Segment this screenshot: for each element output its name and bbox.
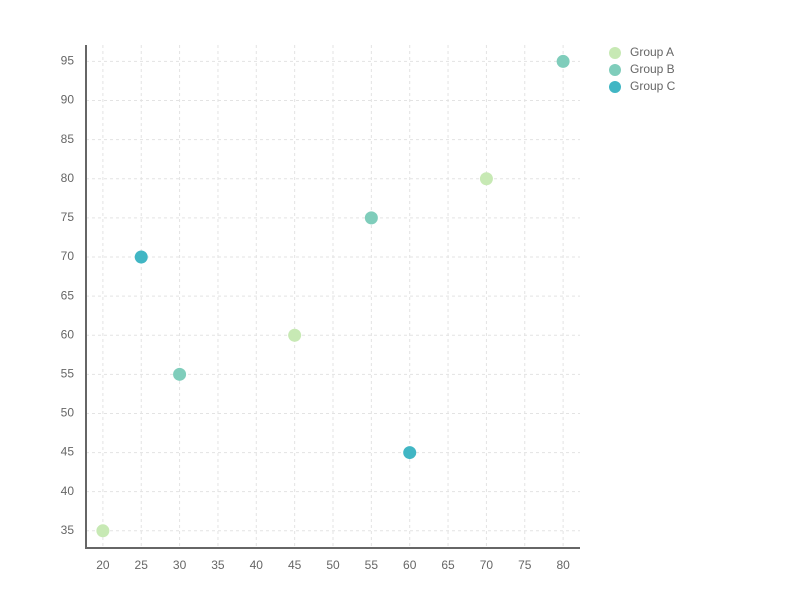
legend-label: Group A <box>630 45 674 59</box>
scatter-point <box>96 524 110 538</box>
x-tick-label: 25 <box>135 558 149 572</box>
y-tick-label: 75 <box>61 210 75 224</box>
y-tick-label: 55 <box>61 367 75 381</box>
x-tick-label: 30 <box>173 558 187 572</box>
legend-label: Group C <box>630 79 676 93</box>
x-tick-label: 70 <box>480 558 494 572</box>
y-tick-label: 85 <box>61 132 75 146</box>
scatter-point <box>364 211 378 225</box>
scatter-point <box>134 250 148 264</box>
x-tick-label: 45 <box>288 558 302 572</box>
y-tick-label: 80 <box>61 171 75 185</box>
x-tick-label: 65 <box>441 558 455 572</box>
x-tick-label: 75 <box>518 558 532 572</box>
y-tick-label: 65 <box>61 288 75 302</box>
scatter-point <box>479 172 493 186</box>
y-tick-label: 35 <box>61 523 75 537</box>
x-tick-label: 35 <box>211 558 225 572</box>
legend-marker <box>609 64 621 76</box>
y-tick-label: 90 <box>61 93 75 107</box>
x-tick-label: 55 <box>365 558 379 572</box>
legend-marker <box>609 81 621 93</box>
scatter-point <box>288 328 302 342</box>
x-tick-label: 40 <box>250 558 264 572</box>
scatter-point <box>556 54 570 68</box>
x-tick-label: 50 <box>326 558 340 572</box>
x-tick-label: 60 <box>403 558 417 572</box>
x-tick-label: 80 <box>556 558 570 572</box>
scatter-point <box>173 367 187 381</box>
y-tick-label: 45 <box>61 445 75 459</box>
y-tick-label: 40 <box>61 484 75 498</box>
y-tick-label: 95 <box>61 54 75 68</box>
scatter-point <box>403 446 417 460</box>
legend-label: Group B <box>630 62 675 76</box>
y-tick-label: 50 <box>61 406 75 420</box>
y-tick-label: 60 <box>61 327 75 341</box>
y-tick-label: 70 <box>61 249 75 263</box>
x-tick-label: 20 <box>96 558 110 572</box>
legend-marker <box>609 47 621 59</box>
